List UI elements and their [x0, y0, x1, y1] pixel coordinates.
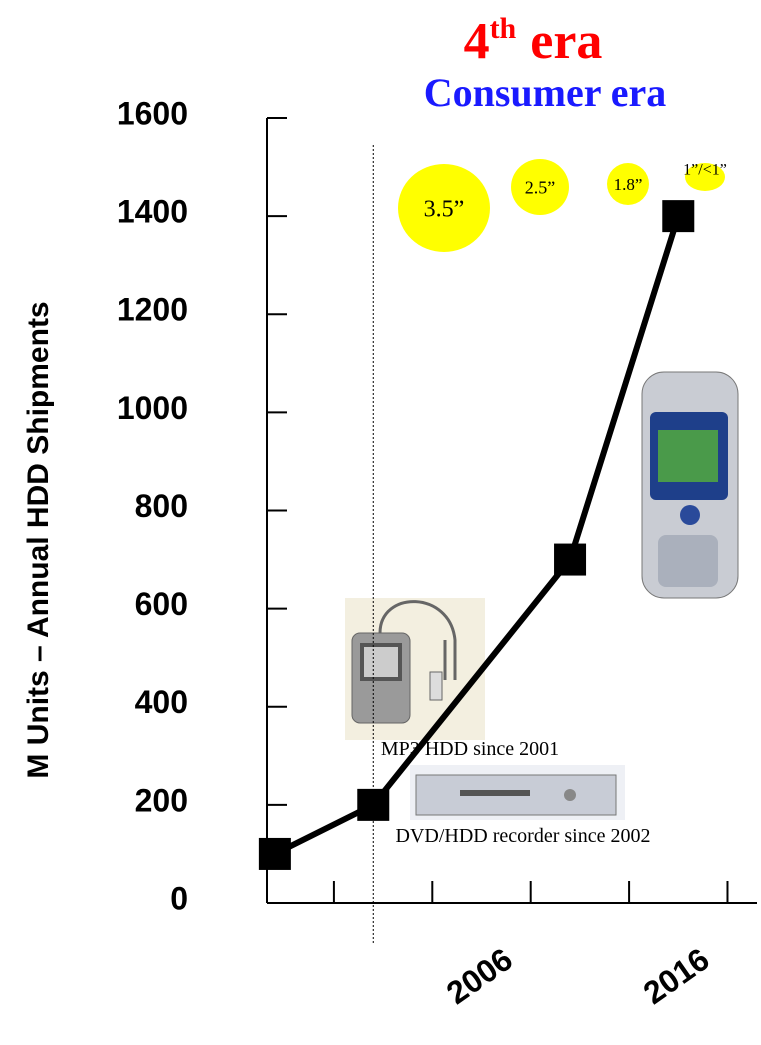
y-tick-label: 1200 [117, 292, 188, 328]
size-bubble [685, 163, 725, 191]
title-suffix: th [490, 12, 517, 45]
dvd-recorder-image [410, 765, 625, 820]
y-tick-label: 400 [135, 684, 188, 720]
bubble-label: 2.5” [525, 177, 556, 197]
data-point [554, 543, 587, 576]
data-point [258, 837, 291, 870]
y-tick-label: 800 [135, 488, 188, 524]
y-tick-label: 600 [135, 586, 188, 622]
title-text: era [530, 13, 602, 70]
data-point [357, 788, 390, 821]
title-number: 4 [464, 13, 490, 70]
phone-image [641, 371, 739, 599]
y-tick-label: 1600 [117, 95, 188, 131]
size-bubble [511, 159, 569, 215]
y-tick-label: 200 [135, 782, 188, 818]
bubble-label: 3.5” [424, 196, 465, 222]
size-bubble [398, 164, 490, 252]
mp3-player-image [345, 598, 485, 740]
chart-subtitle: Consumer era [424, 70, 667, 115]
data-point [662, 200, 695, 233]
y-axis-label: M Units – Annual HDD Shipments [22, 301, 55, 778]
annotation: DVD/HDD recorder since 2002 [396, 825, 651, 847]
data-line [273, 215, 682, 857]
annotation: MP3 HDD since 2001 [381, 738, 559, 760]
chart-title: 4th era [464, 12, 603, 70]
y-tick-label: 0 [170, 880, 188, 916]
y-tick-label: 1400 [117, 194, 188, 230]
x-tick-label: 2016 [637, 941, 716, 1011]
size-bubble [607, 163, 649, 205]
y-tick-label: 1000 [117, 390, 188, 426]
bubble-label: 1.8” [614, 175, 643, 194]
x-tick-label: 2006 [440, 941, 519, 1011]
bubble-label: 1”/<1” [683, 162, 727, 179]
